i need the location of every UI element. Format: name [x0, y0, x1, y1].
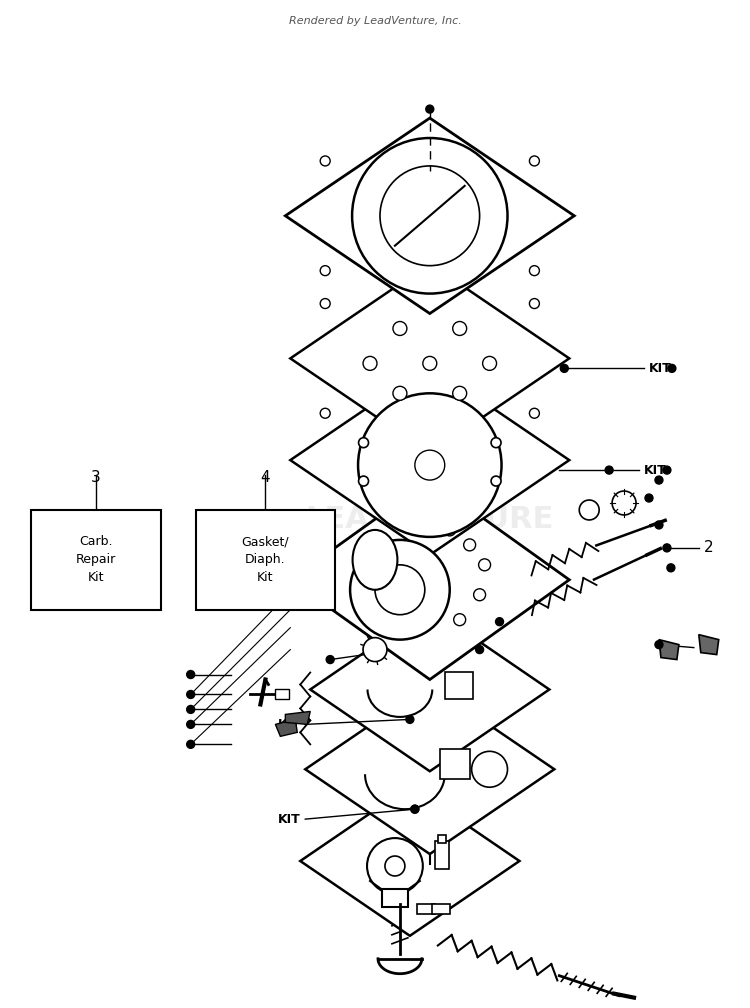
- Circle shape: [453, 322, 466, 336]
- Text: 4: 4: [260, 470, 270, 485]
- Circle shape: [560, 364, 568, 372]
- Circle shape: [423, 357, 436, 370]
- Circle shape: [476, 645, 484, 653]
- Circle shape: [668, 364, 676, 372]
- Circle shape: [411, 805, 419, 813]
- Circle shape: [464, 539, 476, 550]
- Circle shape: [474, 589, 485, 601]
- Circle shape: [358, 437, 368, 448]
- Polygon shape: [290, 264, 569, 454]
- Circle shape: [667, 563, 675, 572]
- Circle shape: [472, 751, 508, 787]
- Circle shape: [453, 386, 466, 400]
- Circle shape: [530, 266, 539, 275]
- Circle shape: [326, 655, 334, 663]
- Circle shape: [663, 544, 671, 551]
- Polygon shape: [699, 635, 718, 654]
- Ellipse shape: [352, 530, 398, 590]
- Polygon shape: [285, 712, 310, 725]
- Text: LEADVENTURE: LEADVENTURE: [305, 505, 554, 534]
- Bar: [32, 510, 160, 610]
- Polygon shape: [275, 720, 297, 737]
- Circle shape: [375, 564, 424, 615]
- Text: KIT: KIT: [649, 362, 672, 375]
- Circle shape: [491, 437, 501, 448]
- Bar: [417, 904, 435, 914]
- Circle shape: [530, 408, 539, 418]
- Circle shape: [406, 716, 414, 724]
- Circle shape: [612, 491, 636, 515]
- Polygon shape: [659, 640, 679, 659]
- Circle shape: [393, 386, 407, 400]
- Circle shape: [530, 156, 539, 166]
- Circle shape: [320, 408, 330, 418]
- Circle shape: [415, 451, 445, 480]
- Circle shape: [444, 524, 456, 536]
- Bar: [435, 841, 448, 869]
- Polygon shape: [300, 786, 520, 935]
- Polygon shape: [290, 480, 569, 679]
- Polygon shape: [285, 118, 574, 313]
- Circle shape: [187, 740, 195, 748]
- Circle shape: [187, 670, 195, 678]
- Text: Rendered by LeadVenture, Inc.: Rendered by LeadVenture, Inc.: [289, 16, 461, 26]
- Circle shape: [363, 357, 377, 370]
- Circle shape: [187, 690, 195, 699]
- Text: KIT: KIT: [644, 464, 667, 477]
- Circle shape: [380, 166, 479, 266]
- Circle shape: [655, 476, 663, 484]
- Circle shape: [530, 298, 539, 308]
- Text: Carb.
Repair
Kit: Carb. Repair Kit: [76, 535, 116, 585]
- Circle shape: [411, 805, 419, 813]
- Circle shape: [496, 618, 503, 626]
- Circle shape: [454, 614, 466, 626]
- Circle shape: [358, 476, 368, 486]
- Circle shape: [491, 476, 501, 486]
- Circle shape: [358, 393, 502, 537]
- Bar: [382, 889, 408, 907]
- Circle shape: [367, 838, 423, 894]
- Circle shape: [482, 357, 496, 370]
- Circle shape: [187, 706, 195, 714]
- Circle shape: [655, 521, 663, 529]
- Circle shape: [663, 466, 671, 474]
- Circle shape: [187, 721, 195, 729]
- Circle shape: [393, 322, 407, 336]
- Circle shape: [605, 466, 613, 474]
- Circle shape: [363, 638, 387, 661]
- Circle shape: [352, 138, 508, 293]
- Text: KIT: KIT: [278, 812, 300, 826]
- Text: Gasket/
Diaph.
Kit: Gasket/ Diaph. Kit: [242, 535, 290, 585]
- Circle shape: [579, 500, 599, 520]
- Circle shape: [320, 266, 330, 275]
- Bar: [432, 904, 450, 914]
- Polygon shape: [305, 684, 554, 854]
- Circle shape: [645, 494, 653, 502]
- Text: KIT: KIT: [278, 718, 300, 731]
- Bar: [196, 510, 335, 610]
- Circle shape: [478, 558, 490, 571]
- Bar: [445, 671, 472, 700]
- Text: 2: 2: [704, 540, 713, 555]
- Circle shape: [350, 540, 450, 640]
- Polygon shape: [310, 608, 549, 771]
- Bar: [438, 835, 446, 843]
- Circle shape: [385, 856, 405, 876]
- Circle shape: [320, 298, 330, 308]
- Circle shape: [655, 641, 663, 648]
- Text: 1: 1: [699, 640, 709, 655]
- Text: 3: 3: [92, 470, 101, 485]
- Circle shape: [426, 105, 433, 113]
- Circle shape: [320, 156, 330, 166]
- Bar: [275, 689, 290, 700]
- Polygon shape: [290, 365, 569, 554]
- Bar: [440, 749, 470, 779]
